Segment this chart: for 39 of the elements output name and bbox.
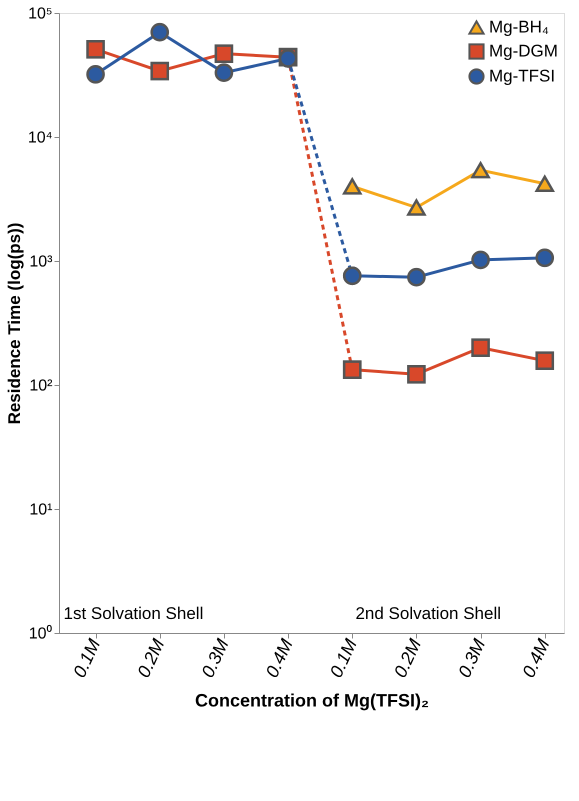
legend-label: Mg-DGM xyxy=(489,42,558,60)
point xyxy=(471,338,490,357)
x-axis-title: Concentration of Mg(TFSI)₂ xyxy=(195,690,429,711)
x-tick-label: 0.3M xyxy=(454,636,490,681)
y-tick-label: 10² xyxy=(29,378,54,394)
point xyxy=(535,175,554,192)
x-tick-label: 0.2M xyxy=(133,636,168,681)
y-axis-title: Residence Time (log(ps)) xyxy=(4,222,24,424)
point xyxy=(150,62,170,80)
legend-label: Mg-BH₄ xyxy=(489,18,549,36)
point xyxy=(86,65,105,84)
point xyxy=(214,63,234,82)
y-tick-label: 10³ xyxy=(29,254,54,270)
x-tick-label: 0.4M xyxy=(518,636,554,681)
point xyxy=(342,360,362,379)
legend-label: Mg-TFSI xyxy=(489,66,556,86)
x-tick-label: 0.4M xyxy=(262,636,297,681)
point xyxy=(535,248,554,268)
y-tick-label: 10⁴ xyxy=(28,130,53,146)
y-tick-label: 10⁵ xyxy=(28,6,52,22)
point xyxy=(342,266,362,286)
point xyxy=(535,351,554,370)
x-tick-label: 0.2M xyxy=(390,636,426,681)
point xyxy=(471,162,490,178)
point xyxy=(214,44,234,63)
point xyxy=(407,268,426,287)
point xyxy=(150,22,170,42)
point xyxy=(342,178,362,195)
annotation: 1st Solvation Shell xyxy=(63,604,204,623)
point xyxy=(86,40,105,59)
x-tick-label: 0.1M xyxy=(326,636,361,681)
x-tick-label: 0.1M xyxy=(69,636,104,681)
y-tick-label: 10¹ xyxy=(29,502,52,518)
y-tick-label: 10⁰ xyxy=(28,624,52,642)
annotation: 2nd Solvation Shell xyxy=(355,604,501,623)
point xyxy=(407,199,426,216)
point xyxy=(407,364,426,384)
x-tick-label: 0.3M xyxy=(198,636,233,681)
point xyxy=(471,250,490,270)
